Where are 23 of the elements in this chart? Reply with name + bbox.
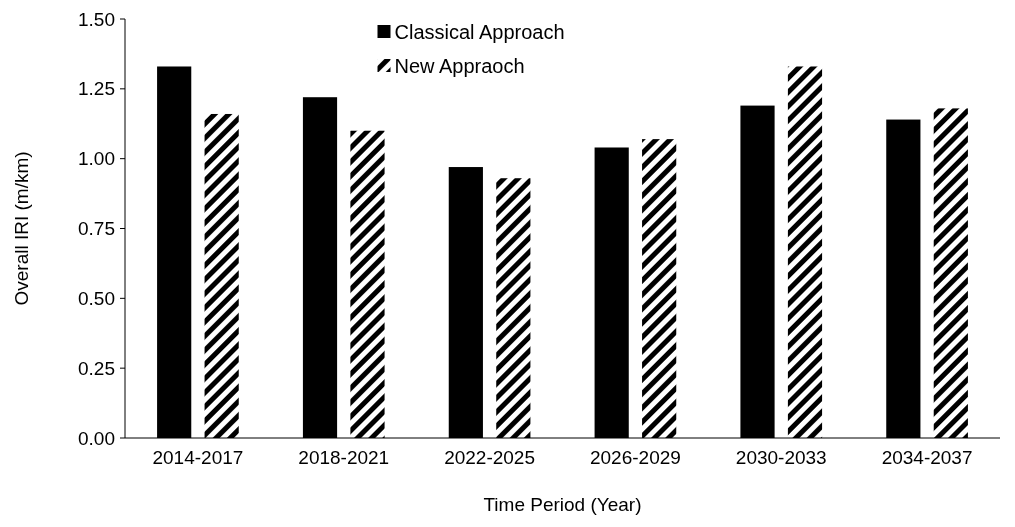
y-tick-label: 0.25 [78, 357, 115, 379]
y-tick-label: 1.00 [78, 148, 115, 170]
bar [933, 108, 968, 438]
y-tick-label: 0.50 [78, 287, 115, 309]
x-axis-title: Time Period (Year) [483, 494, 642, 515]
bar [350, 130, 385, 438]
bar [496, 178, 531, 438]
bar [204, 113, 239, 438]
bar [787, 66, 823, 438]
y-tick-label: 1.25 [78, 78, 115, 100]
legend-label: Classical Approach [394, 21, 565, 43]
bar [642, 139, 677, 438]
x-tick-label: 2022-2025 [444, 447, 536, 468]
x-tick-label: 2030-2033 [735, 447, 827, 468]
y-tick-label: 0.75 [78, 218, 115, 240]
x-tick-label: 2014-2017 [152, 447, 244, 468]
x-tick-label: 2026-2029 [589, 447, 681, 468]
x-tick-label: 2034-2037 [881, 447, 973, 468]
y-tick-label: 0.00 [78, 427, 115, 449]
y-axis-title: Overall IRI (m/km) [11, 151, 32, 306]
legend-label: New Appraoch [394, 55, 525, 77]
y-tick-label: 1.50 [78, 8, 115, 30]
x-tick-label: 2018-2021 [298, 447, 390, 468]
